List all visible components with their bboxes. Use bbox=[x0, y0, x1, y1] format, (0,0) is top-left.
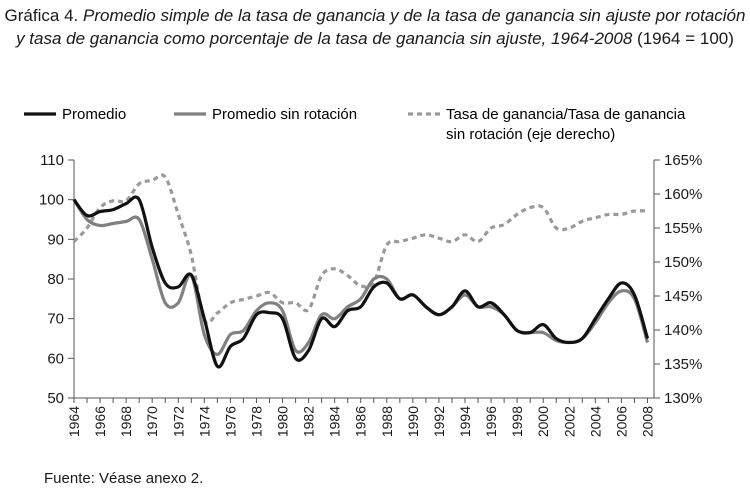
x-tick-label: 1994 bbox=[457, 406, 473, 437]
series-line-ratio bbox=[72, 173, 648, 325]
x-tick-label: 1974 bbox=[196, 406, 212, 437]
x-tick-label: 2006 bbox=[613, 406, 629, 437]
x-tick-label: 1970 bbox=[144, 406, 160, 437]
x-tick-label: 1978 bbox=[248, 406, 264, 437]
x-tick-label: 1976 bbox=[222, 406, 238, 437]
legend-label-ratio-line-1: Tasa de ganancia/Tasa de ganancia bbox=[446, 106, 686, 123]
y2-tick-label: 160% bbox=[664, 186, 702, 203]
legend-label-ratio-line-2: sin rotación (eje derecho) bbox=[446, 126, 615, 143]
x-tick-label: 1980 bbox=[275, 406, 291, 437]
x-tick-label: 1964 bbox=[66, 406, 82, 437]
y2-tick-label: 135% bbox=[664, 356, 702, 373]
x-tick-label: 1982 bbox=[301, 406, 317, 437]
x-tick-label: 2002 bbox=[561, 406, 577, 437]
y-tick-label: 60 bbox=[47, 350, 64, 367]
x-tick-label: 1990 bbox=[405, 406, 421, 437]
x-tick-label: 1992 bbox=[431, 406, 447, 437]
x-tick-label: 1972 bbox=[170, 406, 186, 437]
chart-legend: Promedio Promedio sin rotación Tasa de g… bbox=[24, 106, 690, 143]
y-tick-label: 90 bbox=[47, 231, 64, 248]
y2-tick-label: 145% bbox=[664, 288, 702, 305]
x-tick-label: 1966 bbox=[92, 406, 108, 437]
y2-tick-label: 140% bbox=[664, 322, 702, 339]
x-tick-label: 1996 bbox=[483, 406, 499, 437]
y2-tick-label: 155% bbox=[664, 220, 702, 237]
y-tick-label: 100 bbox=[39, 192, 64, 209]
y-tick-label: 50 bbox=[47, 390, 64, 407]
chart-title-tail: (1964 = 100) bbox=[637, 29, 734, 48]
y-tick-label: 110 bbox=[40, 152, 64, 169]
series-line-promedio bbox=[72, 195, 650, 369]
legend-label-sin-rotacion: Promedio sin rotación bbox=[212, 106, 357, 123]
x-tick-label: 1968 bbox=[118, 406, 134, 437]
x-tick-label: 2008 bbox=[639, 406, 655, 437]
x-tick-label: 2000 bbox=[535, 406, 551, 437]
y-tick-label: 70 bbox=[47, 311, 64, 328]
legend-label-ratio: Tasa de ganancia/Tasa de ganancia sin ro… bbox=[446, 106, 690, 143]
y-tick-label: 80 bbox=[47, 271, 64, 288]
x-tick-label: 1998 bbox=[509, 406, 525, 437]
chart-title-lead: Gráfica 4. bbox=[4, 6, 79, 25]
series-line-sin-rotacion bbox=[72, 198, 650, 356]
source-note: Fuente: Véase anexo 2. bbox=[44, 470, 204, 487]
y2-tick-label: 150% bbox=[664, 254, 702, 271]
legend-label-promedio: Promedio bbox=[62, 106, 126, 123]
x-tick-label: 1988 bbox=[379, 406, 395, 437]
x-tick-label: 1984 bbox=[327, 406, 343, 437]
y2-tick-label: 130% bbox=[664, 390, 702, 407]
chart-title: Gráfica 4. Promedio simple de la tasa de… bbox=[0, 4, 750, 50]
y2-tick-label: 165% bbox=[664, 152, 702, 169]
chart-title-main: Promedio simple de la tasa de ganancia y… bbox=[16, 6, 746, 48]
x-tick-label: 2004 bbox=[587, 406, 603, 437]
x-tick-label: 1986 bbox=[353, 406, 369, 437]
